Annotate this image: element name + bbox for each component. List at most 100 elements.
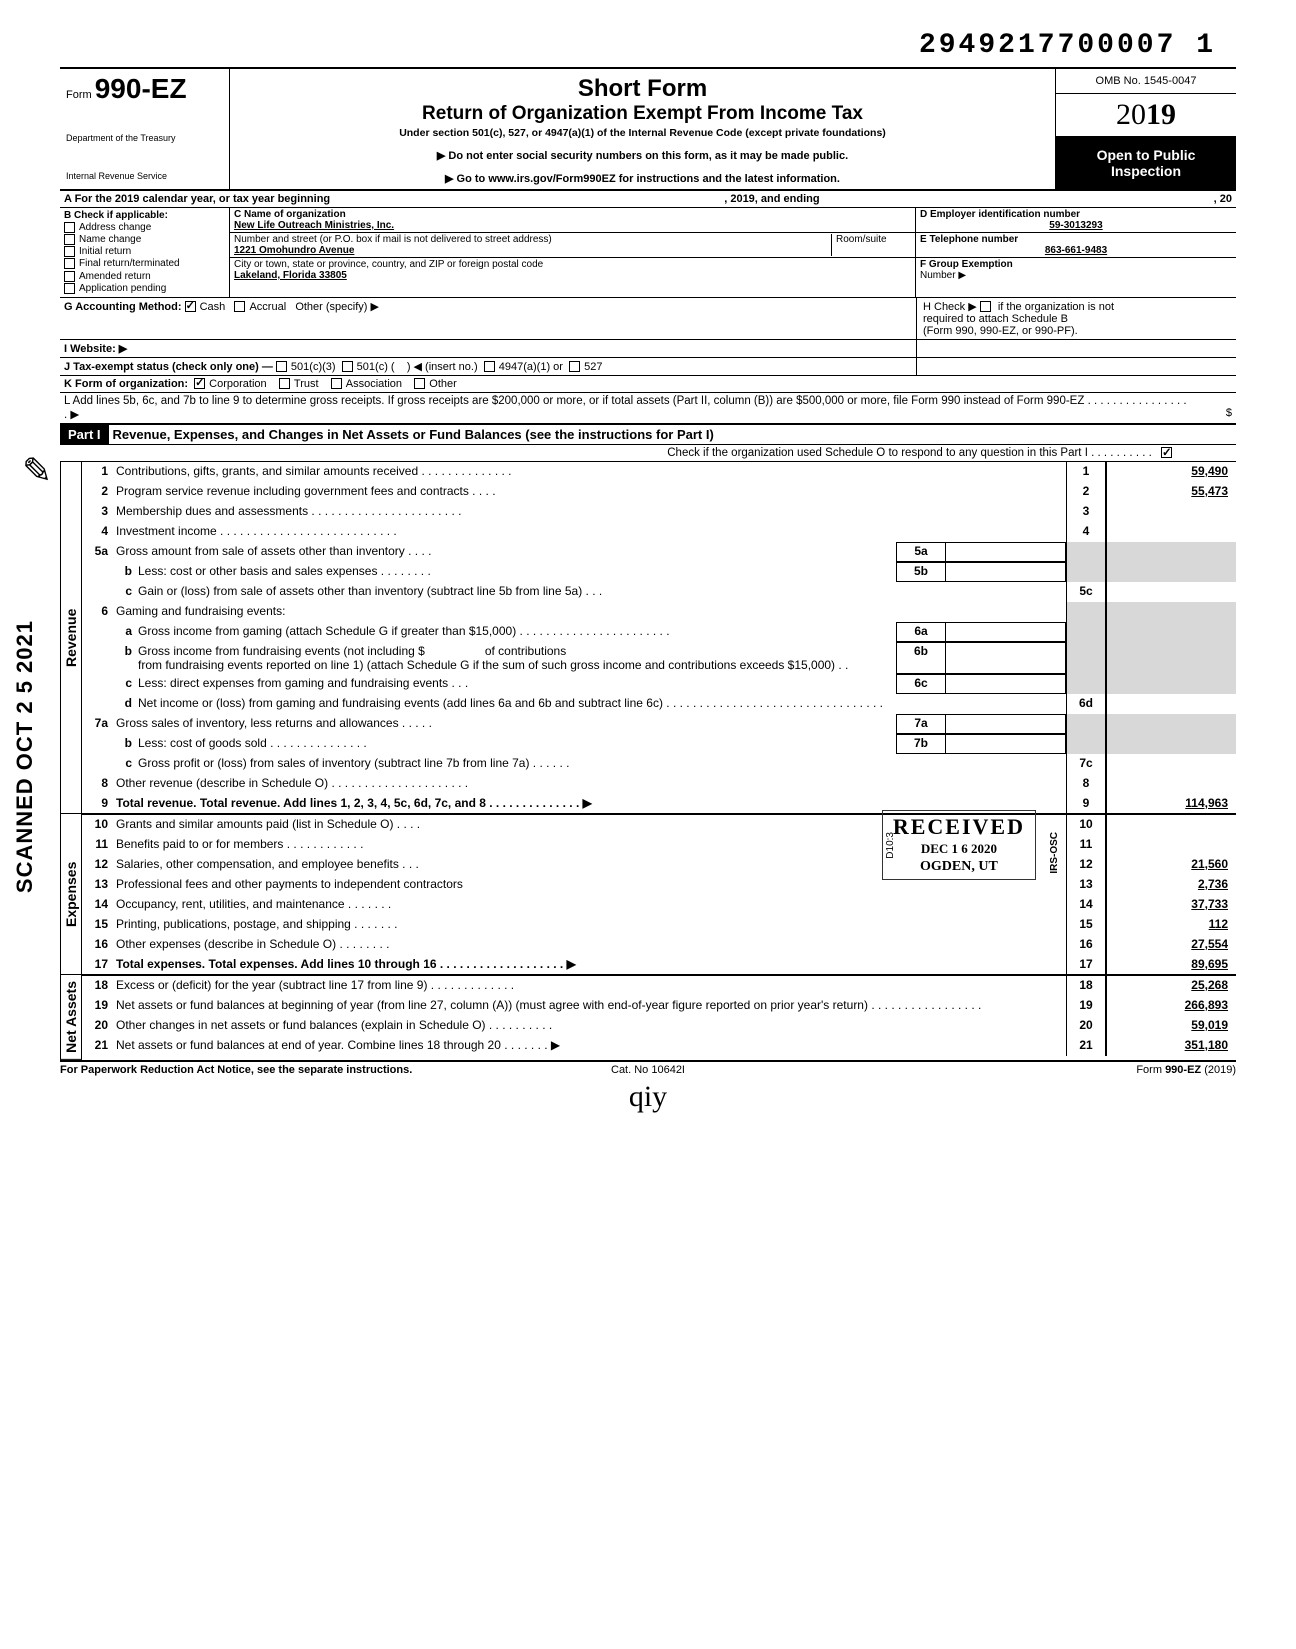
title-short-form: Short Form	[238, 75, 1047, 103]
footer-center: Cat. No 10642I	[452, 1064, 844, 1076]
opt-4947: 4947(a)(1) or	[499, 361, 563, 373]
chk-pending[interactable]	[64, 283, 75, 294]
txt-7a: Gross sales of inventory, less returns a…	[116, 714, 896, 734]
txt-1: Contributions, gifts, grants, and simila…	[116, 462, 1066, 482]
chk-name[interactable]	[64, 234, 75, 245]
chk-other[interactable]	[414, 378, 425, 389]
mid-5b: 5b	[896, 562, 946, 582]
mid-7a: 7a	[896, 714, 946, 734]
initials-mark: ✎	[22, 450, 52, 492]
midval-5a	[946, 542, 1066, 562]
val-8	[1106, 774, 1236, 794]
num-16: 16	[82, 935, 116, 955]
box-6c	[1066, 674, 1106, 694]
chk-part1[interactable]	[1161, 447, 1172, 458]
i-label: I Website: ▶	[64, 343, 127, 355]
stamp-irs: IRS-OSC	[1049, 832, 1060, 874]
chk-initial[interactable]	[64, 246, 75, 257]
opt-501c: 501(c) (	[357, 361, 395, 373]
num-6: 6	[82, 602, 116, 622]
val-21: 351,180	[1106, 1036, 1236, 1056]
num-17: 17	[82, 955, 116, 974]
txt-7b: Less: cost of goods sold . . . . . . . .…	[138, 734, 896, 754]
val-6b	[1106, 642, 1236, 674]
handwritten-mark: qiy	[60, 1080, 1236, 1114]
val-7c	[1106, 754, 1236, 774]
chk-amended[interactable]	[64, 271, 75, 282]
chk-501c[interactable]	[342, 361, 353, 372]
chk-assoc[interactable]	[331, 378, 342, 389]
txt-14: Occupancy, rent, utilities, and maintena…	[116, 895, 1066, 915]
part1-check-text: Check if the organization used Schedule …	[667, 447, 1152, 459]
chk-accrual[interactable]	[234, 301, 245, 312]
chk-final[interactable]	[64, 258, 75, 269]
lbl-pending: Application pending	[79, 283, 166, 294]
txt-8: Other revenue (describe in Schedule O) .…	[116, 774, 1066, 794]
box-6b	[1066, 642, 1106, 674]
txt-6b: Gross income from fundraising events (no…	[138, 642, 896, 674]
val-6a	[1106, 622, 1236, 642]
num-7c: c	[116, 754, 138, 774]
stamp-d: D10:3	[885, 832, 896, 859]
txt-2: Program service revenue including govern…	[116, 482, 1066, 502]
val-5b	[1106, 562, 1236, 582]
line-a: A For the 2019 calendar year, or tax yea…	[60, 191, 1236, 208]
box-19: 19	[1066, 996, 1106, 1016]
lbl-amended: Amended return	[79, 271, 151, 282]
part1-tag: Part I	[60, 425, 109, 444]
mid-6a: 6a	[896, 622, 946, 642]
txt-4: Investment income . . . . . . . . . . . …	[116, 522, 1066, 542]
box-6	[1066, 602, 1106, 622]
addr-value: 1221 Omohundro Avenue	[234, 245, 354, 256]
form-header: Form 990-EZ Department of the Treasury I…	[60, 67, 1236, 191]
form-prefix: Form	[66, 89, 92, 101]
open-line1: Open to Public	[1058, 147, 1234, 163]
num-15: 15	[82, 915, 116, 935]
expenses-block: Expenses 10Grants and similar amounts pa…	[60, 814, 1236, 975]
chk-address[interactable]	[64, 222, 75, 233]
footer: For Paperwork Reduction Act Notice, see …	[60, 1060, 1236, 1076]
chk-527[interactable]	[569, 361, 580, 372]
chk-4947[interactable]	[484, 361, 495, 372]
box-15: 15	[1066, 915, 1106, 935]
chk-501c3[interactable]	[276, 361, 287, 372]
part1-check: Check if the organization used Schedule …	[60, 445, 1236, 462]
box-14: 14	[1066, 895, 1106, 915]
opt-accrual: Accrual	[249, 301, 286, 313]
box-3: 3	[1066, 502, 1106, 522]
line-a-mid: , 2019, and ending	[724, 193, 819, 205]
l-text: L Add lines 5b, 6c, and 7b to line 9 to …	[64, 395, 1187, 421]
chk-h[interactable]	[980, 301, 991, 312]
txt-20: Other changes in net assets or fund bala…	[116, 1016, 1066, 1036]
val-2: 55,473	[1106, 482, 1236, 502]
col-b: B Check if applicable: Address change Na…	[60, 208, 230, 297]
box-13: 13	[1066, 875, 1106, 895]
num-5c: c	[116, 582, 138, 602]
footer-left: For Paperwork Reduction Act Notice, see …	[60, 1064, 452, 1076]
val-16: 27,554	[1106, 935, 1236, 955]
chk-cash[interactable]	[185, 301, 196, 312]
side-expenses: Expenses	[60, 814, 82, 975]
document-id: 2949217700007 1	[60, 30, 1236, 61]
row-i: I Website: ▶	[60, 340, 1236, 358]
chk-corp[interactable]	[194, 378, 205, 389]
subhead: Under section 501(c), 527, or 4947(a)(1)…	[238, 127, 1047, 139]
addr-label: Number and street (or P.O. box if mail i…	[234, 234, 552, 245]
num-21: 21	[82, 1036, 116, 1056]
txt-5b: Less: cost or other basis and sales expe…	[138, 562, 896, 582]
goto-link: ▶ Go to www.irs.gov/Form990EZ for instru…	[238, 172, 1047, 185]
val-9: 114,963	[1106, 794, 1236, 813]
chk-trust[interactable]	[279, 378, 290, 389]
mid-7b: 7b	[896, 734, 946, 754]
box-7a	[1066, 714, 1106, 734]
opt-trust: Trust	[294, 378, 319, 390]
txt-16: Other expenses (describe in Schedule O) …	[116, 935, 1066, 955]
num-7a: 7a	[82, 714, 116, 734]
tax-year: 2019	[1056, 94, 1236, 137]
box-9: 9	[1066, 794, 1106, 813]
opt-assoc: Association	[346, 378, 402, 390]
netassets-block: Net Assets 18Excess or (deficit) for the…	[60, 975, 1236, 1060]
line-a-end: , 20	[1214, 193, 1232, 205]
txt-17: Total expenses. Total expenses. Add line…	[116, 955, 1066, 974]
num-7b: b	[116, 734, 138, 754]
